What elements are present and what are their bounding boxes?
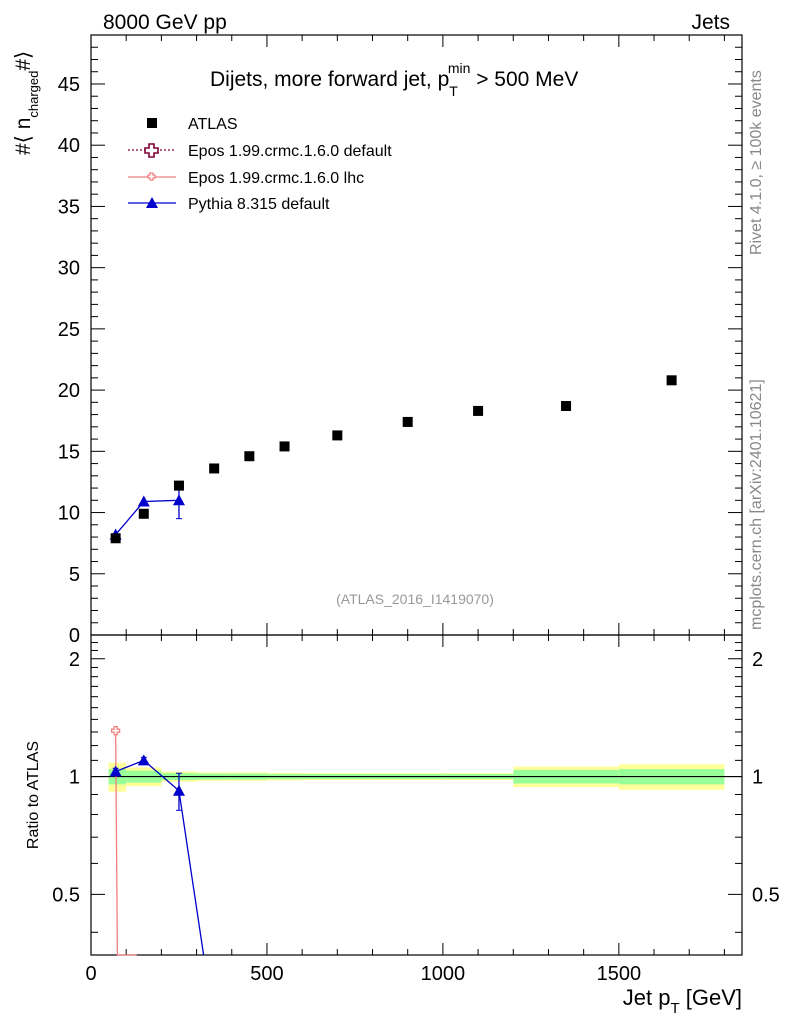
atlas-point — [279, 441, 290, 452]
data-series — [109, 375, 677, 956]
y-tick-label-main: 30 — [58, 258, 80, 280]
atlas-point — [110, 533, 121, 544]
y-axis-label-post: #⟩ — [12, 51, 35, 71]
ratio-y-axis-label: Ratio to ATLAS — [25, 741, 42, 849]
axis-tick-labels: 0 500 1000 1500 0 5 10 15 20 25 30 35 40 45 0.5 0.5 1 1 2 2 — [52, 74, 780, 985]
x-tick-label: 0 — [85, 963, 96, 985]
atlas-point — [402, 416, 413, 427]
y-tick-label-main: 20 — [58, 380, 80, 402]
x-axis-label-pre: Jet p — [623, 985, 671, 1010]
atlas-point — [666, 375, 677, 386]
y-tick-label-main: 0 — [69, 625, 80, 647]
ratio-uncertainty-bands — [91, 762, 742, 792]
atlas-point — [173, 480, 184, 491]
legend-label-atlas: ATLAS — [188, 116, 238, 133]
plot-title-tail: > 500 MeV — [470, 68, 578, 91]
axis-ticks — [90, 35, 742, 955]
x-axis-label: Jet pT [GeV] — [623, 985, 742, 1017]
legend-marker-pythia — [146, 197, 158, 208]
plot-title: Dijets, more forward jet, pTmin > 500 Me… — [210, 60, 578, 99]
y-tick-label-main: 25 — [58, 319, 80, 341]
pythia-point-ratio — [109, 765, 122, 777]
y-tick-label-main: 5 — [69, 564, 80, 586]
rivet-version: Rivet 4.1.0, ≥ 100k events — [748, 70, 765, 255]
y-tick-label-ratio: 2 — [69, 649, 80, 671]
atlas-point — [332, 430, 343, 441]
y-tick-label-main: 45 — [58, 74, 80, 96]
ratio-plot-frame — [90, 634, 743, 956]
legend-label-epos-default: Epos 1.99.crmc.1.6.0 default — [188, 143, 392, 160]
x-tick-label: 1000 — [421, 963, 466, 985]
analysis-id: (ATLAS_2016_I1419070) — [336, 591, 494, 607]
x-tick-label: 500 — [250, 963, 283, 985]
plot-title-sup: min — [448, 60, 471, 76]
pythia-point-ratio — [137, 754, 150, 766]
atlas-point — [244, 451, 255, 462]
x-tick-label: 1500 — [597, 963, 642, 985]
y-tick-label-main: 10 — [58, 503, 80, 525]
y-tick-label-main: 35 — [58, 196, 80, 218]
y-tick-label-ratio-right: 1 — [752, 767, 763, 789]
legend-label-pythia: Pythia 8.315 default — [188, 196, 330, 213]
atlas-point — [138, 508, 149, 519]
pythia-line-ratio — [115, 759, 205, 956]
atlas-point — [209, 463, 220, 474]
y-tick-label-main: 15 — [58, 441, 80, 463]
atlas-point — [473, 405, 484, 416]
pythia-point-main — [172, 494, 185, 506]
y-axis-label-sub: charged — [26, 71, 41, 118]
x-axis-label-post: [GeV] — [680, 985, 742, 1010]
y-tick-label-ratio-right: 2 — [752, 649, 763, 671]
epos-lhc-point-ratio — [110, 726, 121, 736]
mcplots-reference: mcplots.cern.ch [arXiv:2401.10621] — [748, 379, 765, 630]
atlas-point — [561, 401, 572, 412]
y-axis-label: #⟨ ncharged#⟩ — [12, 51, 41, 155]
x-axis-label-sub: T — [670, 1000, 679, 1017]
y-tick-label-ratio-right: 0.5 — [752, 884, 780, 906]
legend-marker-atlas — [147, 118, 157, 128]
legend: ATLAS Epos 1.99.crmc.1.6.0 default Epos … — [128, 116, 392, 213]
y-tick-label-ratio: 1 — [69, 767, 80, 789]
legend-label-epos-lhc: Epos 1.99.crmc.1.6.0 lhc — [188, 170, 364, 187]
legend-marker-epos-lhc — [147, 172, 156, 181]
header-energy: 8000 GeV pp — [103, 11, 227, 34]
plot-title-sub: T — [449, 83, 458, 99]
pythia-point-ratio — [172, 784, 185, 796]
y-tick-label-main: 40 — [58, 135, 80, 157]
y-tick-label-ratio: 0.5 — [52, 884, 80, 906]
epos-lhc-line-ratio — [114, 730, 137, 956]
legend-marker-epos-default — [144, 143, 159, 158]
header-category: Jets — [691, 11, 730, 34]
y-axis-label-pre: #⟨ n — [12, 118, 35, 155]
plot-title-main: Dijets, more forward jet, p — [210, 68, 449, 91]
pythia-point-main — [137, 495, 150, 507]
